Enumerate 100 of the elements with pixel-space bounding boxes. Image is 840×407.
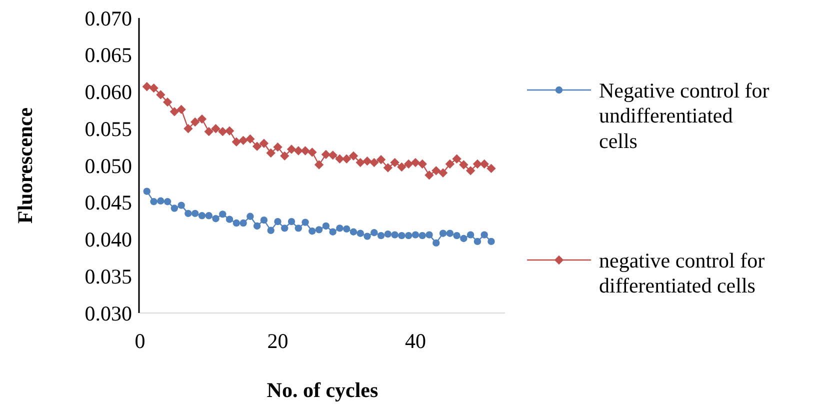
point — [240, 219, 247, 227]
legend-label: negative control for differentiated cells — [599, 248, 765, 298]
point — [162, 97, 172, 107]
point — [445, 159, 455, 169]
point — [486, 164, 496, 174]
point — [398, 232, 406, 240]
point — [184, 124, 193, 134]
point — [432, 166, 441, 176]
point — [143, 188, 150, 195]
point — [178, 202, 185, 209]
point — [170, 107, 180, 116]
point — [390, 158, 400, 168]
point — [412, 231, 420, 238]
point — [356, 230, 364, 237]
point — [404, 232, 412, 240]
point — [232, 137, 242, 146]
x-tick-label: 40 — [404, 329, 426, 353]
legend-label: Negative control for undifferentiated cells — [599, 78, 770, 153]
point — [370, 158, 379, 168]
point — [164, 198, 172, 206]
point — [300, 146, 310, 156]
point — [418, 232, 426, 240]
point — [149, 83, 158, 93]
point — [280, 151, 290, 161]
point — [410, 158, 420, 168]
point — [480, 231, 488, 238]
point — [157, 197, 164, 204]
point — [362, 156, 372, 166]
point — [267, 226, 274, 234]
point — [376, 155, 386, 164]
point — [288, 218, 296, 226]
x-tick-label: 20 — [267, 329, 288, 353]
point — [466, 231, 474, 238]
point — [459, 160, 468, 170]
point — [252, 142, 262, 151]
point — [466, 166, 476, 176]
point — [308, 148, 317, 157]
point — [314, 160, 324, 170]
point — [246, 134, 255, 144]
point — [238, 136, 248, 146]
y-tick-label: 0.030 — [84, 301, 132, 326]
point — [480, 159, 489, 169]
point — [321, 150, 331, 160]
point — [460, 234, 468, 242]
point — [184, 210, 192, 218]
point — [453, 232, 460, 240]
point — [253, 222, 261, 230]
point — [336, 224, 344, 232]
point — [418, 159, 427, 169]
y-tick-label: 0.045 — [84, 190, 132, 215]
point — [274, 218, 282, 226]
y-tick-label: 0.065 — [84, 43, 132, 68]
point — [266, 148, 276, 158]
point — [198, 212, 206, 220]
point — [432, 239, 440, 247]
point — [150, 198, 158, 206]
point — [259, 138, 269, 148]
point — [286, 144, 296, 154]
point — [438, 168, 448, 178]
point — [322, 222, 330, 230]
point — [424, 170, 434, 180]
point — [328, 150, 338, 160]
point — [350, 228, 358, 236]
point — [224, 126, 234, 136]
x-tick-label: 0 — [134, 329, 146, 353]
y-tick-label: 0.050 — [84, 154, 132, 178]
point — [170, 204, 178, 212]
point — [308, 228, 316, 235]
point — [142, 82, 152, 92]
point — [446, 230, 454, 237]
y-axis-title: Fluorescence — [13, 107, 37, 224]
point — [384, 230, 392, 238]
point — [211, 124, 220, 134]
point — [439, 230, 447, 237]
point — [488, 238, 495, 246]
point — [472, 159, 482, 169]
point — [273, 142, 282, 152]
point — [315, 226, 323, 234]
point — [391, 231, 398, 238]
point — [156, 90, 166, 100]
point — [191, 210, 199, 218]
point — [260, 216, 268, 224]
point — [343, 225, 350, 233]
point — [176, 104, 186, 114]
point — [397, 162, 406, 172]
point — [281, 224, 288, 232]
y-tick-label: 0.070 — [84, 6, 132, 30]
point — [246, 212, 254, 220]
point — [342, 154, 352, 164]
point — [190, 117, 200, 127]
point — [204, 126, 214, 136]
point — [197, 114, 207, 124]
point — [212, 215, 220, 222]
point — [302, 218, 309, 226]
point — [348, 151, 358, 161]
point — [232, 219, 240, 227]
point — [426, 231, 433, 238]
point — [356, 158, 365, 168]
y-tick-label: 0.060 — [84, 80, 132, 104]
point — [205, 212, 212, 220]
